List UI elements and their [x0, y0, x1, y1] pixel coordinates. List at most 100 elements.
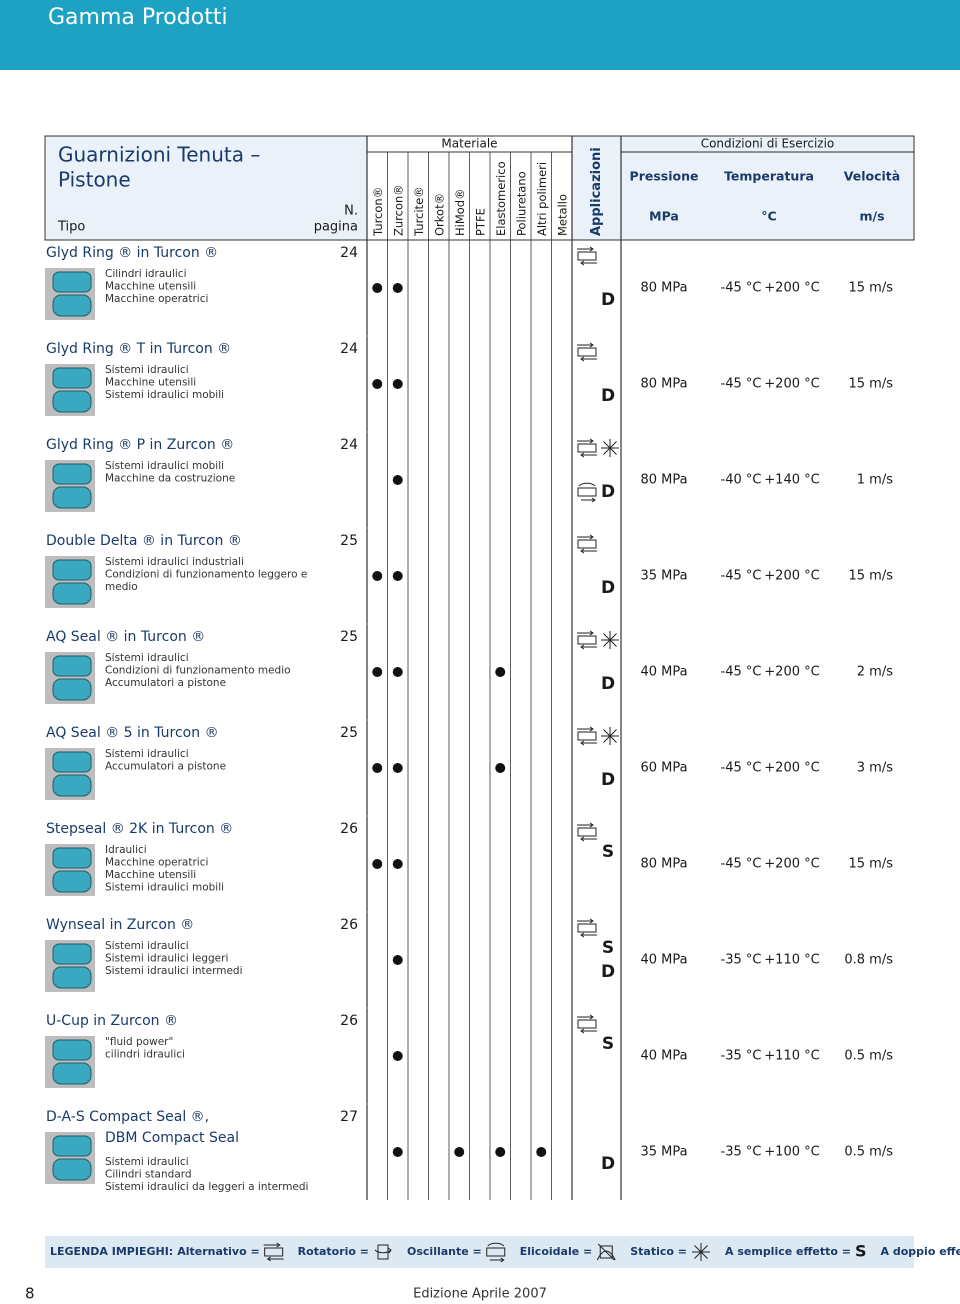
seal-shape	[52, 847, 92, 869]
material-dot	[372, 859, 383, 869]
material-dot	[372, 763, 383, 773]
description: Accumulatori a pistone	[105, 761, 226, 773]
product-name: Double Delta ® in Turcon ®	[46, 533, 242, 549]
page-label: pagina	[314, 220, 358, 235]
temperature-min: -35 °C	[721, 1049, 762, 1064]
description: Sistemi idraulici industriali	[105, 556, 244, 568]
seal-shape	[52, 1039, 92, 1061]
description: Sistemi idraulici	[105, 748, 189, 760]
seal-shape	[52, 870, 92, 893]
pressure: 60 MPa	[640, 761, 687, 776]
material-dot	[495, 1147, 506, 1157]
description: Sistemi idraulici	[105, 1156, 189, 1168]
product-name: DBM Compact Seal	[105, 1130, 239, 1146]
temperature-min: -45 °C	[721, 665, 762, 680]
page-number-cell: 24	[340, 437, 358, 453]
legend-icon	[486, 1242, 506, 1263]
legend-icon-part	[596, 1243, 616, 1261]
product-name: Wynseal in Zurcon ®	[46, 917, 194, 933]
legend-label: Elicoidale =	[520, 1245, 592, 1258]
material-name: Poliuretano	[514, 171, 528, 236]
page-number-cell: 26	[340, 917, 358, 933]
seal-shape	[52, 1158, 92, 1181]
condition-name: Temperatura	[724, 169, 814, 184]
material-dot	[372, 667, 383, 677]
motion-icon-part	[577, 246, 597, 266]
motion-icon-part	[577, 822, 597, 842]
material-dot	[392, 571, 403, 581]
description: Sistemi idraulici leggeri	[105, 953, 228, 965]
motion-icon	[577, 246, 597, 266]
material-dot	[392, 379, 403, 389]
motion-icon-part	[601, 631, 619, 649]
seal-shape	[52, 774, 92, 797]
legend-icon-part	[374, 1247, 392, 1254]
motion-icon	[577, 438, 597, 458]
pressure: 35 MPa	[640, 1145, 687, 1160]
material-name: Zurcon®	[391, 184, 405, 236]
seal-shape	[52, 966, 92, 989]
motion-icon	[577, 918, 597, 938]
effect-symbol: D	[601, 290, 615, 310]
motion-icon-part	[577, 827, 597, 837]
material-name: Metallo	[555, 194, 569, 236]
temperature-max: +200 °C	[764, 281, 819, 296]
seal-shape	[52, 463, 92, 485]
header-cell	[620, 151, 915, 241]
seal-shape	[52, 655, 92, 677]
motion-icon-part	[577, 1019, 597, 1029]
material-name: Turcon®	[371, 187, 385, 237]
motion-icon	[577, 534, 597, 554]
material-dot	[392, 283, 403, 293]
motion-icon	[577, 1014, 597, 1034]
pressure: 40 MPa	[640, 953, 687, 968]
seal-shape	[52, 294, 92, 317]
legend-label: Statico =	[630, 1245, 687, 1258]
seal-shape	[52, 582, 92, 605]
material-header: Materiale	[441, 137, 497, 151]
motion-icon-part	[577, 443, 597, 453]
effect-symbol: D	[601, 770, 615, 790]
seal-shape	[52, 390, 92, 413]
motion-icon	[601, 439, 619, 457]
motion-icon-part	[577, 347, 597, 357]
description: Sistemi idraulici	[105, 364, 189, 376]
motion-icon	[577, 726, 597, 746]
page-number: 8	[25, 1285, 35, 1303]
description: Macchine operatrici	[105, 857, 208, 869]
page-title: Gamma Prodotti	[48, 5, 228, 30]
description: Cilindri idraulici	[105, 268, 187, 280]
condition-name: Velocità	[844, 169, 900, 184]
product-name: Glyd Ring ® T in Turcon ®	[46, 341, 231, 357]
description: Macchine operatrici	[105, 293, 208, 305]
description: Macchine utensili	[105, 869, 196, 881]
motion-icon-part	[601, 727, 619, 745]
page-number-cell: 24	[340, 341, 358, 357]
product-name: Glyd Ring ® P in Zurcon ®	[46, 437, 234, 453]
page-number-cell: 26	[340, 1013, 358, 1029]
temperature-min: -35 °C	[721, 953, 762, 968]
description: Macchine utensili	[105, 377, 196, 389]
seal-shape	[52, 486, 92, 509]
description: medio	[105, 581, 138, 593]
legend-icon-part	[487, 1242, 505, 1263]
seal-shape	[52, 678, 92, 701]
legend-box	[45, 1236, 914, 1268]
pressure: 80 MPa	[640, 281, 687, 296]
legend-symbol: S	[855, 1242, 867, 1261]
edition: Edizione Aprile 2007	[413, 1287, 547, 1302]
legend-label: Rotatorio =	[298, 1245, 369, 1258]
product-name: Stepseal ® 2K in Turcon ®	[46, 821, 233, 837]
temperature-max: +200 °C	[764, 857, 819, 872]
effect-symbol: D	[601, 482, 615, 502]
temperature-min: -45 °C	[721, 857, 762, 872]
material-dot	[392, 1147, 403, 1157]
seal-shape	[52, 1135, 92, 1157]
speed: 0.5 m/s	[844, 1049, 893, 1064]
material-name: Elastomerico	[494, 161, 508, 236]
speed: 15 m/s	[849, 281, 894, 296]
legend-icon-part	[692, 1243, 710, 1261]
description: Sistemi idraulici mobili	[105, 882, 224, 894]
legend-icon	[692, 1243, 710, 1261]
